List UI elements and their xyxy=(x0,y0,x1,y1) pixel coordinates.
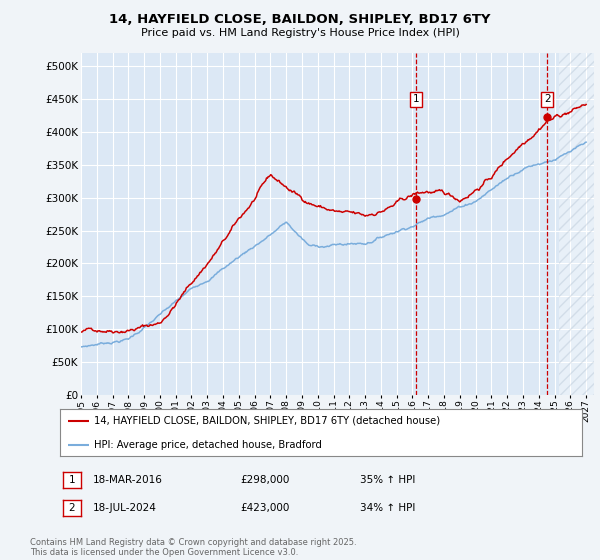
Text: Contains HM Land Registry data © Crown copyright and database right 2025.
This d: Contains HM Land Registry data © Crown c… xyxy=(30,538,356,557)
Text: 35% ↑ HPI: 35% ↑ HPI xyxy=(360,475,415,485)
Bar xyxy=(559,53,600,395)
Text: 2: 2 xyxy=(68,503,76,513)
Text: 18-MAR-2016: 18-MAR-2016 xyxy=(93,475,163,485)
Text: 14, HAYFIELD CLOSE, BAILDON, SHIPLEY, BD17 6TY (detached house): 14, HAYFIELD CLOSE, BAILDON, SHIPLEY, BD… xyxy=(94,416,440,426)
Text: £298,000: £298,000 xyxy=(240,475,289,485)
Text: Price paid vs. HM Land Registry's House Price Index (HPI): Price paid vs. HM Land Registry's House … xyxy=(140,28,460,38)
Text: 2: 2 xyxy=(544,94,551,104)
Text: 14, HAYFIELD CLOSE, BAILDON, SHIPLEY, BD17 6TY: 14, HAYFIELD CLOSE, BAILDON, SHIPLEY, BD… xyxy=(109,13,491,26)
Text: HPI: Average price, detached house, Bradford: HPI: Average price, detached house, Brad… xyxy=(94,440,322,450)
Text: 18-JUL-2024: 18-JUL-2024 xyxy=(93,503,157,513)
Text: 1: 1 xyxy=(412,94,419,104)
Text: 34% ↑ HPI: 34% ↑ HPI xyxy=(360,503,415,513)
Text: 1: 1 xyxy=(68,475,76,485)
Text: £423,000: £423,000 xyxy=(240,503,289,513)
